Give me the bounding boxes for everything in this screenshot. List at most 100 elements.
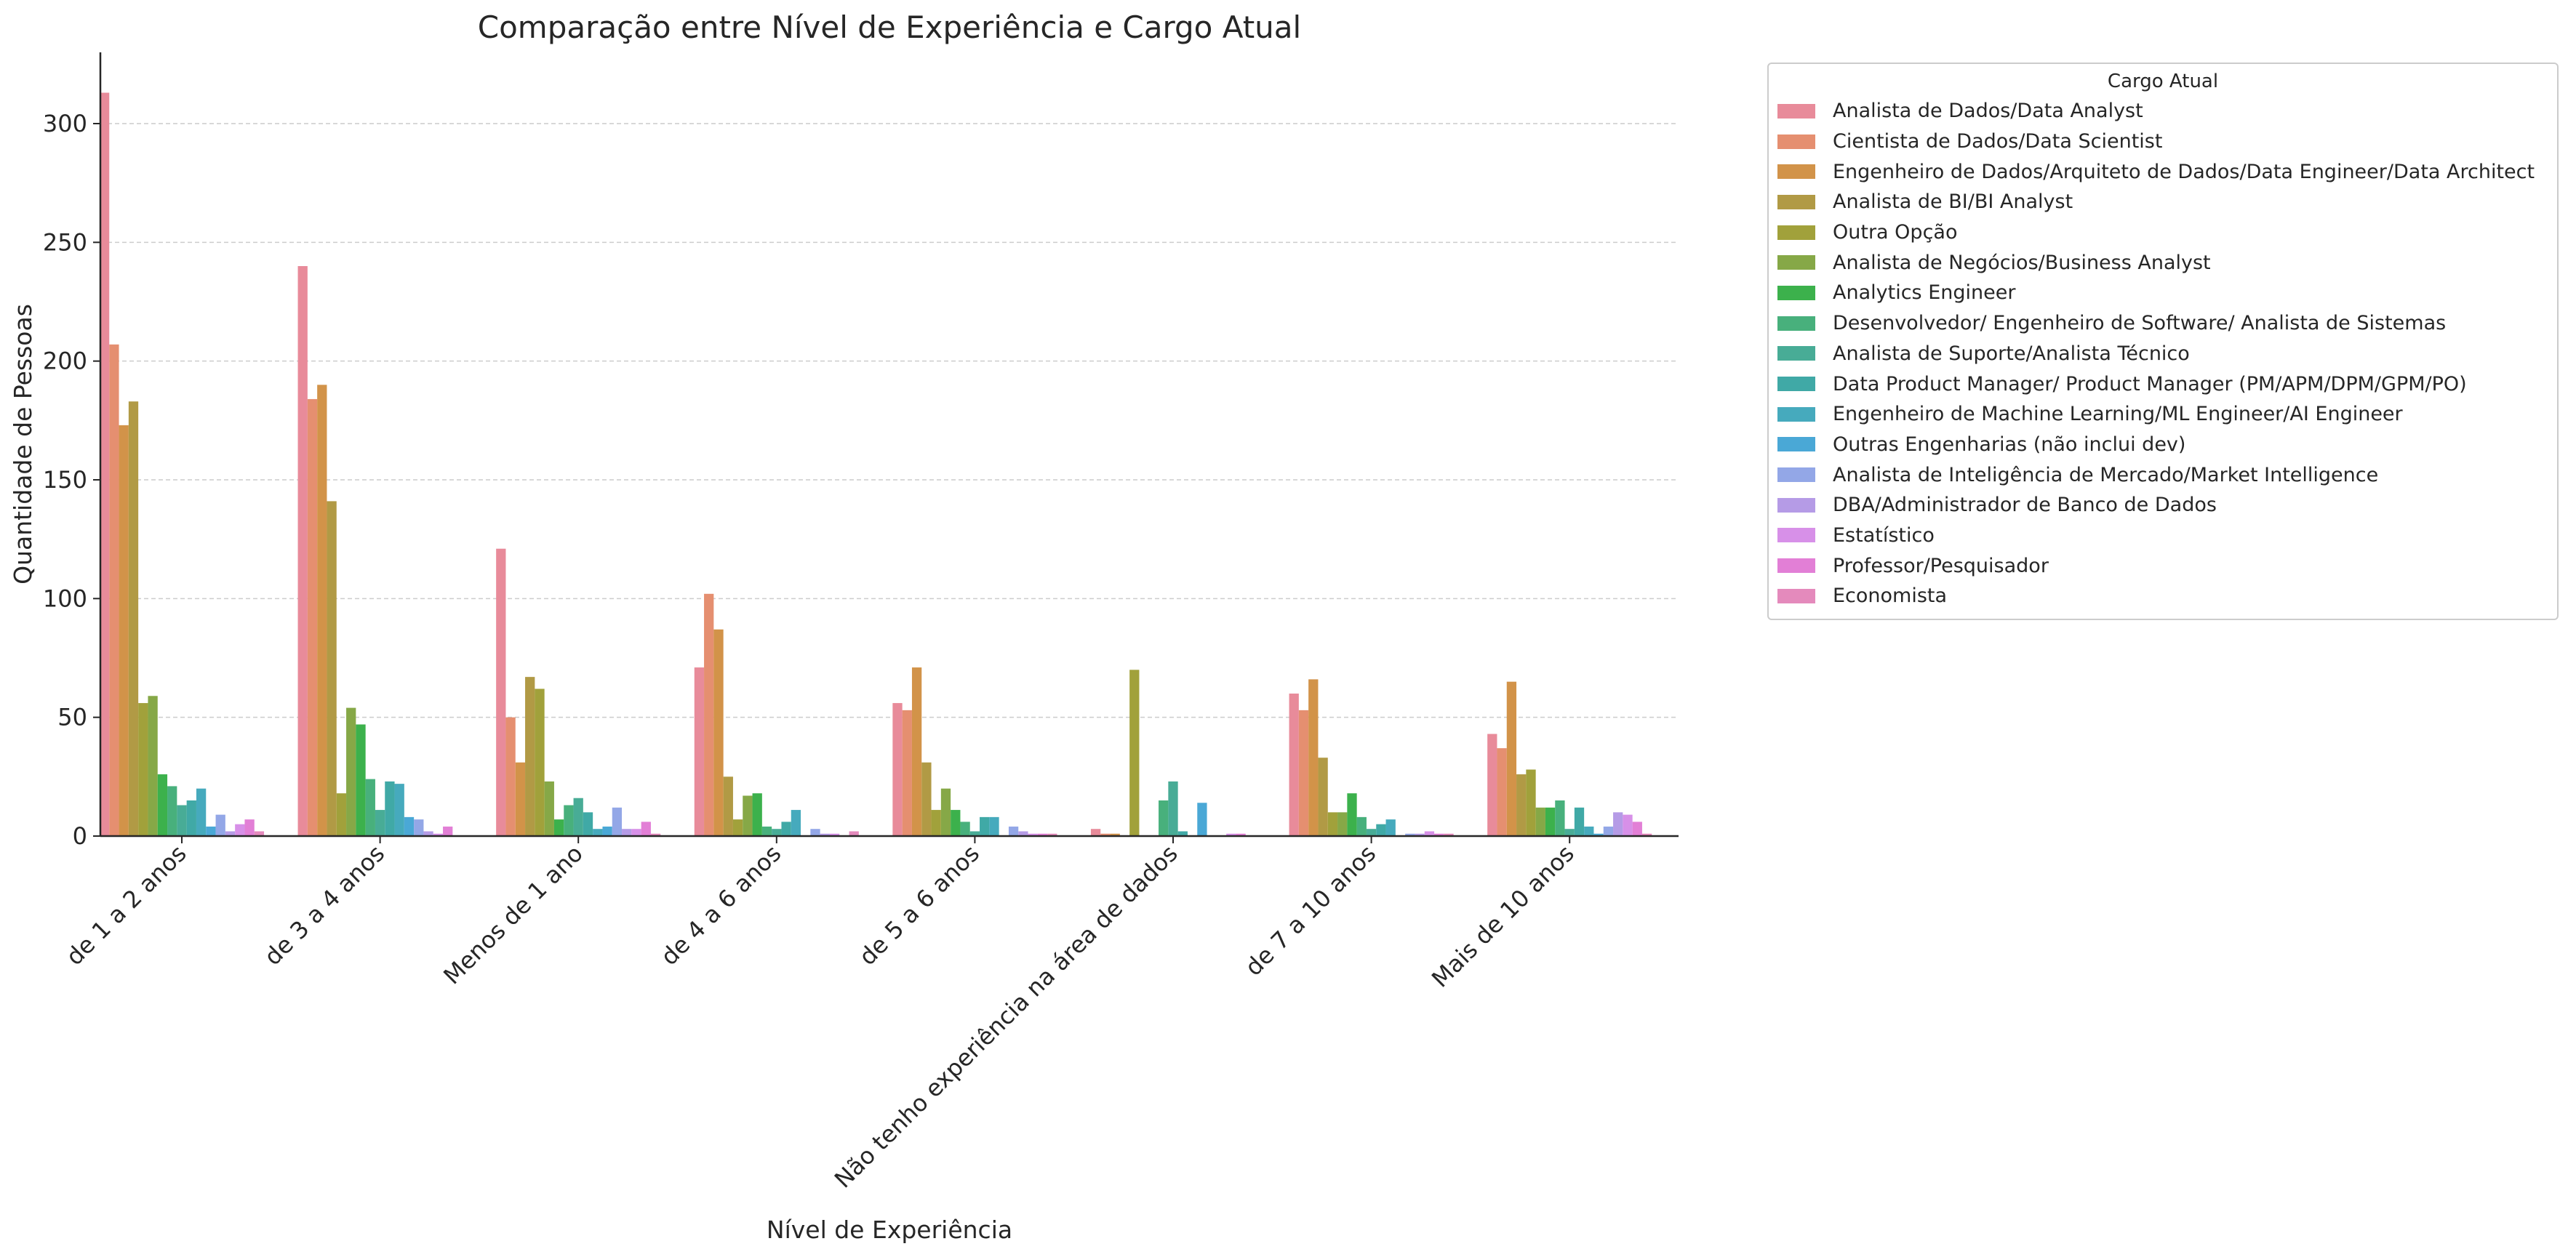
legend-label: Analista de Suporte/Analista Técnico: [1833, 342, 2190, 365]
bar: [1289, 694, 1299, 836]
bar: [1487, 734, 1497, 836]
x-tick-label: de 7 a 10 anos: [1239, 840, 1381, 981]
legend-swatch: [1777, 528, 1815, 543]
bar: [515, 762, 526, 836]
y-tick-label: 200: [43, 348, 87, 375]
bar: [1574, 807, 1585, 836]
bar: [148, 696, 158, 836]
bar: [1444, 833, 1454, 836]
bar: [394, 784, 404, 836]
legend-label: Outra Opção: [1833, 221, 1958, 244]
legend-item: Cientista de Dados/Data Scientist: [1769, 126, 2557, 157]
bar: [1337, 812, 1348, 836]
legend-label: Analista de BI/BI Analyst: [1833, 190, 2073, 214]
bar: [1110, 833, 1120, 836]
bar: [1376, 824, 1386, 836]
legend-swatch: [1777, 164, 1815, 180]
legend: Cargo Atual Analista de Dados/Data Analy…: [1767, 63, 2559, 620]
legend-item: Outras Engenharias (não inclui dev): [1769, 430, 2557, 460]
bar: [1298, 710, 1309, 836]
bar: [414, 819, 424, 836]
bar: [496, 548, 506, 836]
bar: [1405, 833, 1415, 836]
bar: [225, 831, 236, 836]
bar: [1037, 833, 1048, 836]
bar: [1197, 803, 1207, 836]
bar: [404, 816, 415, 836]
bar: [573, 798, 583, 836]
bar: [535, 688, 545, 836]
bar: [1168, 781, 1178, 836]
bar: [1641, 833, 1652, 836]
legend-swatch: [1777, 437, 1815, 452]
bar: [1545, 807, 1556, 836]
bar: [732, 819, 743, 836]
x-tick-label: de 3 a 4 anos: [259, 840, 390, 971]
bar: [327, 501, 337, 836]
legend-item: Data Product Manager/ Product Manager (P…: [1769, 369, 2557, 399]
bar: [196, 788, 207, 836]
bar: [892, 703, 903, 836]
bar: [820, 833, 830, 836]
legend-swatch: [1777, 497, 1815, 513]
bar: [810, 829, 820, 836]
legend-swatch: [1777, 285, 1815, 300]
legend-label: Engenheiro de Dados/Arquiteto de Dados/D…: [1833, 160, 2535, 183]
legend-swatch: [1777, 134, 1815, 149]
bar: [951, 810, 961, 836]
bar: [960, 822, 970, 836]
y-tick-label: 50: [57, 704, 87, 731]
bar: [1613, 812, 1623, 836]
bar: [1535, 807, 1545, 836]
bar: [921, 762, 932, 836]
y-tick-label: 0: [73, 822, 87, 850]
bar: [602, 826, 612, 836]
y-tick-label: 150: [43, 466, 87, 494]
bar: [1506, 681, 1517, 836]
bar: [365, 779, 375, 836]
legend-swatch: [1777, 377, 1815, 392]
legend-label: DBA/Administrador de Banco de Dados: [1833, 494, 2217, 517]
legend-item: Analista de Dados/Data Analyst: [1769, 96, 2557, 126]
bar: [1047, 833, 1057, 836]
bar: [1090, 829, 1101, 836]
legend-label: Data Product Manager/ Product Manager (P…: [1833, 372, 2467, 395]
legend-item: Desenvolvedor/ Engenheiro de Software/ A…: [1769, 308, 2557, 339]
bar: [564, 805, 574, 836]
legend-label: Professor/Pesquisador: [1833, 554, 2049, 577]
x-tick-label: Mais de 10 anos: [1426, 840, 1580, 993]
bar: [781, 822, 791, 836]
bar: [1347, 793, 1357, 836]
legend-label: Cientista de Dados/Data Scientist: [1833, 130, 2163, 153]
legend-swatch: [1777, 255, 1815, 270]
bar: [1623, 814, 1633, 836]
bar: [1327, 812, 1338, 836]
bar: [167, 786, 177, 836]
legend-item: Analista de BI/BI Analyst: [1769, 187, 2557, 217]
bar: [1100, 833, 1111, 836]
bar: [1584, 826, 1594, 836]
bar: [1497, 748, 1507, 836]
x-tick-label: Menos de 1 ano: [438, 840, 588, 990]
bar: [1385, 819, 1396, 836]
bar: [1632, 822, 1642, 836]
legend-swatch: [1777, 194, 1815, 209]
bar: [1129, 670, 1140, 836]
legend-label: Engenheiro de Machine Learning/ML Engine…: [1833, 403, 2403, 426]
legend-item: Analista de Inteligência de Mercado/Mark…: [1769, 459, 2557, 490]
bar: [980, 816, 990, 836]
x-tick-label: de 1 a 2 anos: [60, 840, 191, 971]
x-axis-label: Nível de Experiência: [767, 1216, 1012, 1244]
legend-item: Estatístico: [1769, 521, 2557, 551]
bar: [119, 425, 129, 836]
legend-label: Analista de Dados/Data Analyst: [1833, 100, 2143, 123]
bar: [525, 677, 535, 836]
bar: [723, 776, 733, 836]
bar: [622, 829, 632, 836]
bar: [1226, 833, 1236, 836]
legend-swatch: [1777, 103, 1815, 119]
bar: [1018, 831, 1028, 836]
bar: [1516, 774, 1527, 836]
bar: [254, 831, 265, 836]
bar: [1236, 833, 1246, 836]
